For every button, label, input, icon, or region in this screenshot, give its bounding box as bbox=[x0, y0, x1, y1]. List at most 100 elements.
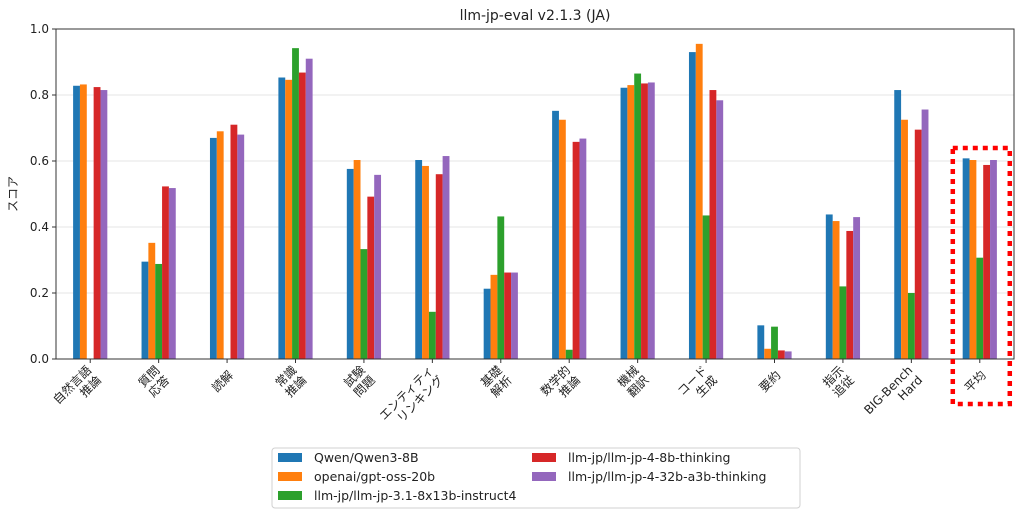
bar bbox=[688, 52, 696, 359]
bar bbox=[497, 216, 505, 359]
bar bbox=[579, 138, 587, 359]
y-tick-label: 0.0 bbox=[30, 352, 49, 366]
legend: Qwen/Qwen3-8B openai/gpt-oss-20b llm-jp/ll… bbox=[271, 447, 801, 509]
bar bbox=[572, 141, 580, 359]
bar bbox=[969, 160, 977, 359]
bar bbox=[141, 261, 149, 359]
legend-swatch bbox=[278, 453, 302, 462]
legend-label: llm-jp/llm-jp-3.1-8x13b-instruct4 bbox=[314, 488, 517, 503]
series-1 bbox=[79, 43, 977, 359]
bar bbox=[237, 134, 245, 359]
x-tick-label: 要約 bbox=[756, 367, 784, 395]
bar bbox=[716, 100, 724, 359]
bar bbox=[73, 85, 80, 359]
y-tick-label: 1.0 bbox=[30, 22, 49, 36]
bar bbox=[757, 325, 765, 359]
series-0 bbox=[73, 52, 970, 360]
legend-item: llm-jp/llm-jp-4-32b-a3b-thinking bbox=[532, 469, 766, 484]
x-tick-label: 読解 bbox=[208, 367, 236, 395]
legend-item: openai/gpt-oss-20b bbox=[278, 469, 435, 484]
x-tick-label: 平均 bbox=[962, 368, 989, 395]
legend-label: openai/gpt-oss-20b bbox=[314, 469, 435, 484]
bar bbox=[771, 326, 778, 359]
bar bbox=[558, 119, 566, 359]
bar bbox=[634, 73, 642, 360]
bar bbox=[627, 85, 635, 359]
bar bbox=[647, 82, 655, 360]
highlight-box bbox=[950, 145, 1013, 407]
bar bbox=[695, 43, 703, 359]
y-tick-label: 0.2 bbox=[30, 286, 49, 300]
bar bbox=[962, 158, 970, 359]
bar bbox=[278, 77, 286, 359]
y-axis-label: スコア bbox=[6, 176, 20, 212]
legend-swatch bbox=[278, 491, 302, 500]
bar bbox=[764, 348, 772, 359]
plot-frame bbox=[55, 28, 1015, 360]
legend-label: Qwen/Qwen3-8B bbox=[314, 450, 419, 465]
bar bbox=[702, 215, 710, 359]
bar bbox=[777, 350, 785, 359]
bar bbox=[976, 257, 984, 359]
y-tick-label: 0.4 bbox=[30, 220, 49, 234]
bar bbox=[298, 72, 306, 359]
bar bbox=[285, 79, 293, 359]
bar bbox=[155, 263, 163, 359]
series-3 bbox=[93, 72, 991, 360]
bar bbox=[907, 293, 915, 359]
bar bbox=[490, 274, 498, 359]
legend-item: llm-jp/llm-jp-4-8b-thinking bbox=[532, 450, 730, 465]
legend-item: llm-jp/llm-jp-3.1-8x13b-instruct4 bbox=[278, 488, 517, 503]
bar bbox=[825, 214, 833, 359]
bar bbox=[552, 110, 559, 359]
gridlines bbox=[56, 28, 1014, 360]
bar bbox=[709, 90, 717, 360]
bar bbox=[374, 174, 382, 359]
bar bbox=[168, 188, 176, 359]
bar bbox=[894, 90, 902, 360]
y-tick-label: 0.6 bbox=[30, 154, 49, 168]
bar bbox=[784, 351, 792, 359]
bar bbox=[511, 272, 518, 359]
bar bbox=[983, 164, 991, 359]
bar bbox=[914, 129, 922, 359]
bar bbox=[367, 196, 375, 359]
bar bbox=[483, 288, 491, 359]
bars bbox=[73, 43, 997, 360]
bar bbox=[990, 160, 997, 359]
bar bbox=[620, 87, 628, 360]
bar bbox=[901, 119, 908, 359]
legend-swatch bbox=[532, 453, 556, 462]
bar bbox=[100, 90, 108, 360]
bar bbox=[846, 230, 854, 359]
bar bbox=[230, 124, 238, 359]
bar bbox=[853, 217, 861, 359]
bar bbox=[209, 137, 217, 359]
y-tick-label: 0.8 bbox=[30, 88, 49, 102]
average-highlight-box bbox=[950, 145, 1013, 407]
bar bbox=[79, 84, 87, 359]
bar bbox=[832, 221, 840, 359]
bar bbox=[93, 87, 101, 359]
bar bbox=[921, 109, 929, 360]
bar bbox=[216, 131, 224, 359]
bar bbox=[305, 58, 313, 359]
legend-item: Qwen/Qwen3-8B bbox=[278, 450, 419, 465]
bar bbox=[641, 83, 648, 359]
y-axis: 0.0 0.2 0.4 0.6 0.8 1.0 bbox=[30, 22, 56, 366]
series-4 bbox=[100, 58, 997, 360]
bar bbox=[428, 311, 436, 359]
